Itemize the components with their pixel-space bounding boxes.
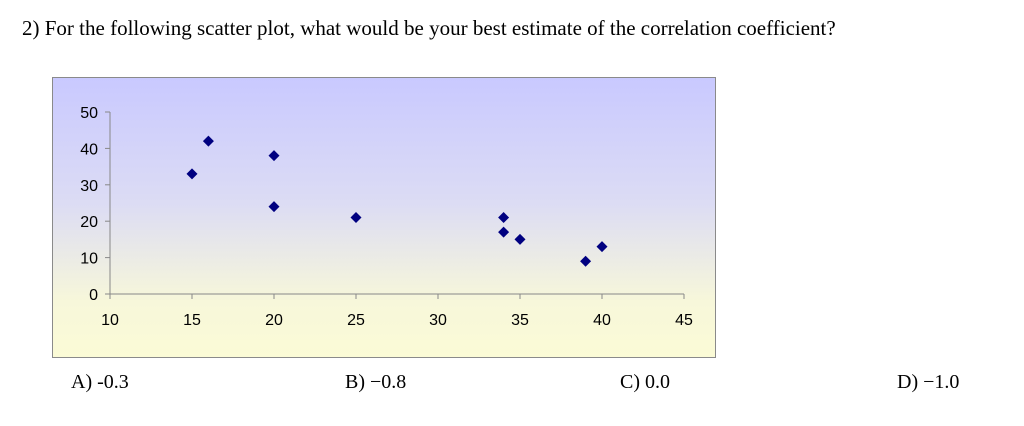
x-tick-label: 25	[347, 312, 365, 329]
x-tick-label: 30	[429, 312, 447, 329]
data-point-marker	[202, 135, 214, 147]
data-point-marker	[498, 212, 510, 224]
x-tick-label: 20	[265, 312, 283, 329]
y-tick-label: 10	[80, 251, 98, 268]
data-point-marker	[186, 168, 198, 180]
x-tick-label: 35	[511, 312, 529, 329]
data-point-marker	[514, 233, 526, 245]
y-tick-label: 30	[80, 178, 98, 195]
data-point-marker	[268, 201, 280, 213]
scatter-chart: 0 10 20 30 40 50 10 15 20 25 30 35 40 45	[52, 77, 716, 358]
data-point-marker	[596, 241, 608, 253]
x-tick-label: 10	[101, 312, 119, 329]
y-tick-label: 50	[80, 105, 98, 122]
data-point-marker	[580, 255, 592, 267]
choice-a[interactable]: A) -0.3	[71, 371, 129, 393]
x-tick-label: 40	[593, 312, 611, 329]
choice-c[interactable]: C) 0.0	[620, 371, 670, 393]
question-text: 2) For the following scatter plot, what …	[22, 16, 836, 40]
choice-d[interactable]: D) −1.0	[897, 371, 960, 393]
data-point-marker	[350, 212, 362, 224]
x-tick-label: 45	[675, 312, 693, 329]
y-tick-label: 40	[80, 141, 98, 158]
y-tick-label: 0	[89, 287, 98, 304]
y-tick-label: 20	[80, 214, 98, 231]
answer-choices: A) -0.3 B) −0.8 C) 0.0 D) −1.0	[0, 371, 1024, 401]
choice-b[interactable]: B) −0.8	[345, 371, 407, 393]
x-tick-label: 15	[183, 312, 201, 329]
data-points	[186, 135, 608, 267]
data-point-marker	[498, 226, 510, 238]
data-point-marker	[268, 150, 280, 162]
